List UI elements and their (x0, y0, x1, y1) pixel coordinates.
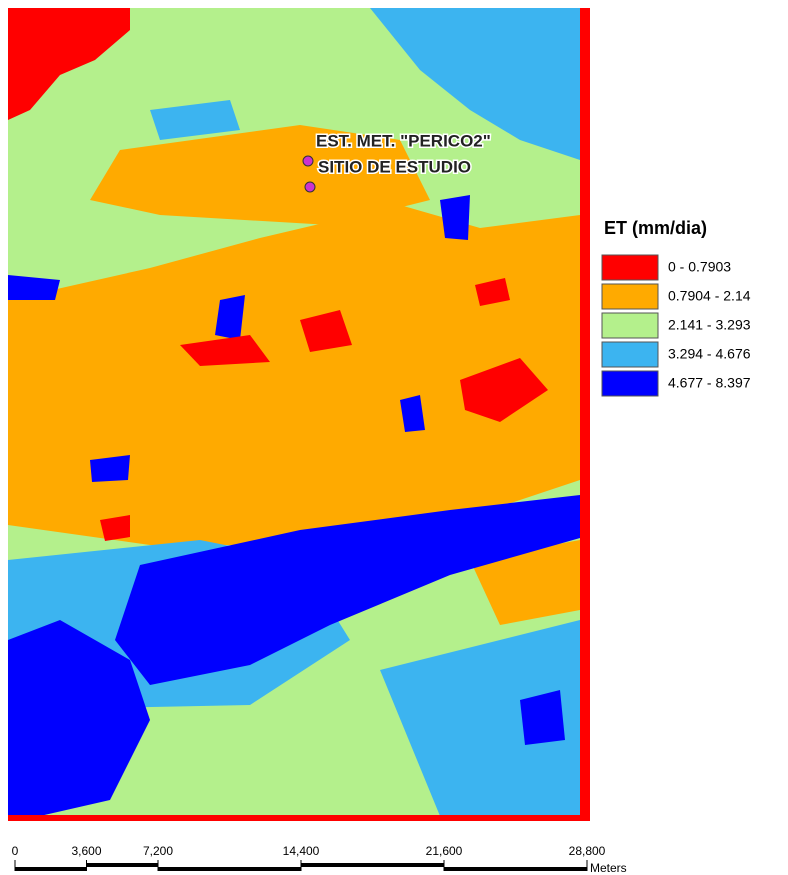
scale-bar-segment (15, 863, 87, 867)
scale-bar-segment (158, 863, 301, 867)
legend-label: 0 - 0.7903 (668, 259, 731, 275)
study-site-point (305, 182, 315, 192)
scale-bar-segment (301, 867, 444, 871)
legend-label: 0.7904 - 2.14 (668, 288, 751, 304)
scale-tick-label: 21,600 (426, 844, 463, 858)
et-raster-map (8, 8, 590, 821)
scale-tick-label: 3,600 (71, 844, 101, 858)
scale-tick-label: 28,800 (569, 844, 606, 858)
legend-swatch (602, 284, 658, 309)
legend-swatch (602, 313, 658, 338)
study-site-label: SITIO DE ESTUDIO (318, 157, 471, 176)
legend-swatch (602, 342, 658, 367)
scale-unit: Meters (590, 861, 627, 875)
legend-title: ET (mm/dia) (604, 218, 707, 238)
legend-label: 2.141 - 3.293 (668, 317, 751, 333)
map-page: EST. MET. "PERICO2" SITIO DE ESTUDIO ET … (0, 0, 788, 875)
legend-label: 4.677 - 8.397 (668, 375, 751, 391)
scale-bar-segment (444, 863, 587, 867)
legend-swatch (602, 371, 658, 396)
scale-bar: 0 3,600 7,200 14,400 21,600 28,800 Meters (12, 844, 627, 875)
scale-tick-label: 0 (12, 844, 19, 858)
scale-tick-label: 14,400 (283, 844, 320, 858)
legend-label: 3.294 - 4.676 (668, 346, 751, 362)
legend-swatch (602, 255, 658, 280)
station-point (303, 156, 313, 166)
station-label: EST. MET. "PERICO2" (316, 131, 491, 150)
scale-tick-label: 7,200 (143, 844, 173, 858)
legend: 0 - 0.7903 0.7904 - 2.14 2.141 - 3.293 3.29… (602, 255, 751, 396)
scale-bar-segment (87, 867, 159, 871)
